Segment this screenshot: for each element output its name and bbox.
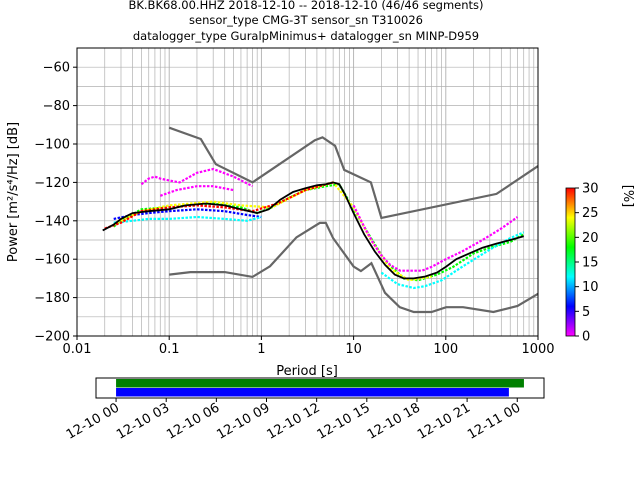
psd-band-curve-0	[140, 167, 253, 188]
x-ticks: 0.01 0.1 1 10 100 1000	[63, 336, 555, 357]
psd-band-curve-1	[159, 185, 234, 197]
timeline-bar-0	[116, 379, 524, 388]
plot-background	[77, 48, 538, 336]
timeline-tick-label: 12-10 03	[114, 400, 172, 442]
psd-band-curve-3	[113, 215, 262, 224]
colorbar-tick-label: 15	[582, 256, 599, 271]
colorbar-tick-label: 20	[582, 231, 599, 246]
timeline-tick-label: 12-10 21	[415, 400, 473, 442]
y-tick-label: −200	[34, 330, 70, 345]
high-noise-model-line	[168, 126, 539, 220]
x-tick-label: 0.1	[159, 342, 180, 357]
timeline-tick-label: 12-10 06	[164, 400, 222, 442]
timeline-bar-1	[116, 388, 509, 397]
timeline-tick-label: 12-11 00	[465, 400, 523, 442]
mode-curve-line	[102, 181, 524, 280]
colorbar-tick-label: 25	[582, 206, 599, 221]
y-axis-label: Power [m²/s⁴/Hz] [dB]	[6, 122, 21, 262]
psd-plot-area: 0.01 0.1 1 10 100 1000 −60 −80 −100 −120 −140 −160…	[34, 47, 555, 357]
psd-band-curve-6	[104, 181, 334, 230]
colorbar-tick-label: 0	[582, 330, 590, 345]
y-tick-label: −120	[34, 176, 70, 191]
x-tick-label: 100	[433, 342, 458, 357]
y-tick-label: −100	[34, 138, 70, 153]
colorbar-tick-label: 5	[582, 305, 590, 320]
y-tick-label: −160	[34, 253, 70, 268]
timeline-tick-label: 12-10 18	[365, 400, 423, 442]
timeline-tick-label: 12-10 00	[64, 400, 122, 442]
low-noise-model-line	[169, 221, 539, 314]
figure-title-line2: sensor_type CMG-3T sensor_sn T310026	[189, 13, 423, 27]
y-tick-label: −60	[43, 61, 70, 76]
mode-curve-group	[102, 181, 524, 280]
timeline-tick-label: 12-10 09	[214, 400, 272, 442]
noise-models	[168, 126, 539, 314]
colorbar-label: [%]	[620, 185, 635, 208]
colorbar-gradient	[565, 187, 576, 337]
x-axis-label: Period [s]	[276, 364, 338, 379]
y-tick-label: −140	[34, 214, 70, 229]
timeline-tick-label: 12-10 12	[265, 400, 323, 442]
timeline-bars	[116, 379, 524, 397]
y-tick-label: −80	[43, 99, 70, 114]
psd-band-curve-7	[352, 204, 519, 272]
colorbar-ticks: 0 5 10 15 20 25 30	[575, 182, 599, 345]
colorbar: 0 5 10 15 20 25 30 [%]	[565, 182, 635, 345]
y-ticks: −60 −80 −100 −120 −140 −160 −180 −200	[34, 61, 77, 345]
colorbar-tick-label: 10	[582, 280, 599, 295]
x-tick-label: 1	[257, 342, 265, 357]
colorbar-tick-label: 30	[582, 182, 599, 197]
x-tick-label: 10	[345, 342, 362, 357]
y-tick-label: −180	[34, 291, 70, 306]
figure-title-line1: BK.BK68.00.HHZ 2018-12-10 -- 2018-12-10 …	[128, 0, 483, 12]
plot-frame	[76, 47, 539, 337]
x-tick-label: 0.01	[63, 342, 92, 357]
x-tick-label: 1000	[521, 342, 554, 357]
timeline-tick-label: 12-10 15	[315, 400, 373, 442]
figure-title-line3: datalogger_type GuralpMinimus+ datalogge…	[133, 29, 479, 43]
